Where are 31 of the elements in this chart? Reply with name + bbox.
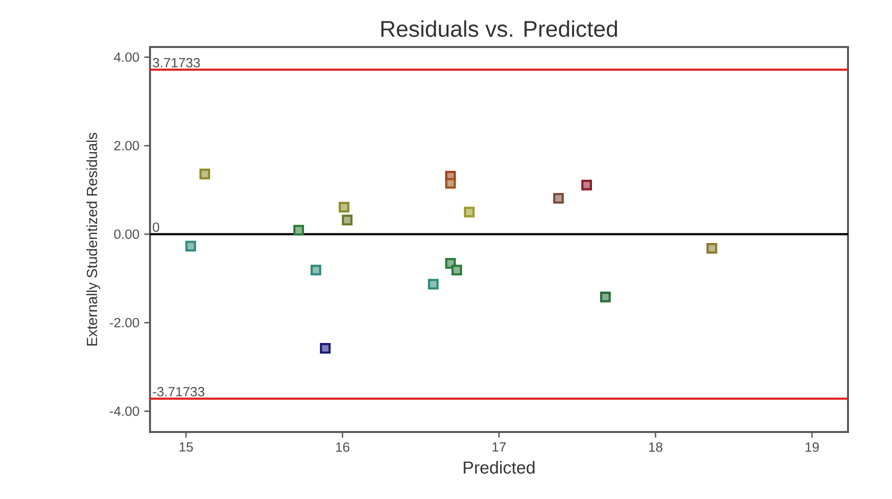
y-axis-title: Externally Studentized Residuals — [86, 132, 100, 346]
ref-line-label: 3.71733 — [152, 58, 200, 68]
y-tick-label: 0.00 — [114, 229, 140, 239]
point — [342, 214, 353, 226]
point — [581, 180, 592, 190]
y-tick-label: 4.00 — [114, 52, 140, 62]
point — [293, 224, 304, 236]
point — [185, 240, 196, 252]
x-tick-label: 19 — [806, 442, 819, 452]
point — [464, 206, 475, 218]
x-tick-label: 16 — [336, 442, 350, 452]
ref-line-label: -3.71733 — [152, 386, 204, 396]
point — [199, 168, 210, 180]
point — [445, 178, 456, 189]
point — [310, 264, 322, 276]
y-tick-label: -2.00 — [110, 318, 140, 328]
x-tick-label: 15 — [180, 442, 193, 452]
point — [553, 193, 564, 204]
x-tick-label: 18 — [649, 442, 662, 452]
y-tick-label: -4.00 — [110, 406, 140, 416]
y-tick-label: 2.00 — [114, 140, 140, 150]
point — [338, 202, 350, 213]
point — [451, 264, 462, 276]
x-axis-title: Predicted — [464, 460, 534, 474]
x-tick-label: 17 — [492, 442, 506, 452]
point — [706, 243, 718, 254]
point — [600, 292, 611, 302]
ref-line-label: 0 — [152, 222, 160, 232]
chart-title: Residuals vs. Predicted — [381, 20, 617, 37]
point — [320, 343, 331, 354]
point — [428, 278, 439, 290]
